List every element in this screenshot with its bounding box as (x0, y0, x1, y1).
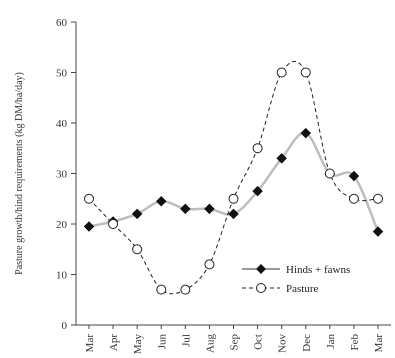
data-point-diamond (179, 203, 191, 215)
y-axis-title: Pasture growth/hind requirements (kg DM/… (14, 72, 25, 275)
y-tick-label: 60 (56, 17, 68, 29)
legend-item: Hinds + fawns (242, 264, 350, 276)
series-layer (83, 60, 384, 295)
y-tick-label: 0 (62, 320, 68, 332)
data-point-circle (84, 193, 94, 204)
series-pasture (84, 60, 383, 295)
x-tick-label: Jun (156, 334, 168, 350)
data-point-diamond (155, 195, 167, 207)
x-tick-label: Apr (108, 334, 120, 351)
legend-label: Hinds + fawns (286, 264, 350, 276)
data-point-diamond (276, 152, 288, 164)
x-tick-label: Jul (180, 334, 192, 347)
y-axis: 0 10 20 30 40 50 60 (56, 17, 77, 332)
x-tick-label: May (132, 334, 144, 355)
data-point-diamond (83, 221, 95, 232)
x-axis: Mar Apr May Jun Jul Aug Sep Oct Nov Dec Jan Feb Mar (76, 324, 391, 355)
x-tick-label: Jan (325, 334, 337, 349)
data-point-diamond (252, 185, 263, 197)
data-point-circle (373, 193, 383, 204)
legend-marker-circle (256, 283, 266, 293)
x-tick-label: Oct (253, 334, 265, 350)
data-point-diamond (228, 208, 239, 220)
data-point-circle (348, 193, 359, 204)
data-point-circle (156, 284, 167, 295)
data-point-circle (108, 219, 119, 229)
data-point-circle (276, 67, 287, 78)
legend: Hinds + fawns Pasture (242, 264, 350, 295)
data-point-diamond (372, 226, 384, 237)
y-tick-label: 10 (56, 270, 68, 282)
data-point-diamond (348, 170, 360, 182)
data-point-circle (204, 259, 215, 270)
data-point-circle (324, 168, 335, 179)
x-tick-label: Feb (349, 334, 361, 351)
data-point-circle (132, 244, 143, 255)
y-tick-label: 50 (56, 68, 68, 80)
x-tick-label: Aug (204, 334, 216, 353)
series-hinds-fawns (83, 127, 384, 237)
data-point-diamond (300, 127, 312, 139)
x-tick-label: Dec (301, 334, 313, 352)
x-tick-label: Mar (84, 334, 96, 353)
legend-label: Pasture (286, 283, 319, 295)
data-point-circle (300, 67, 311, 78)
legend-item: Pasture (242, 283, 319, 295)
x-tick-label: Nov (277, 334, 289, 353)
data-point-diamond (204, 203, 215, 215)
legend-marker-diamond (256, 264, 266, 274)
data-point-circle (252, 143, 263, 154)
x-tick-label: Mar (373, 334, 385, 353)
y-tick-label: 20 (56, 219, 68, 231)
y-tick-label: 40 (56, 118, 68, 130)
series-line (88, 60, 379, 295)
data-point-circle (180, 284, 191, 295)
data-point-diamond (131, 208, 143, 220)
y-tick-label: 30 (56, 169, 68, 181)
data-point-circle (228, 193, 239, 204)
x-tick-label: Sep (229, 334, 241, 351)
